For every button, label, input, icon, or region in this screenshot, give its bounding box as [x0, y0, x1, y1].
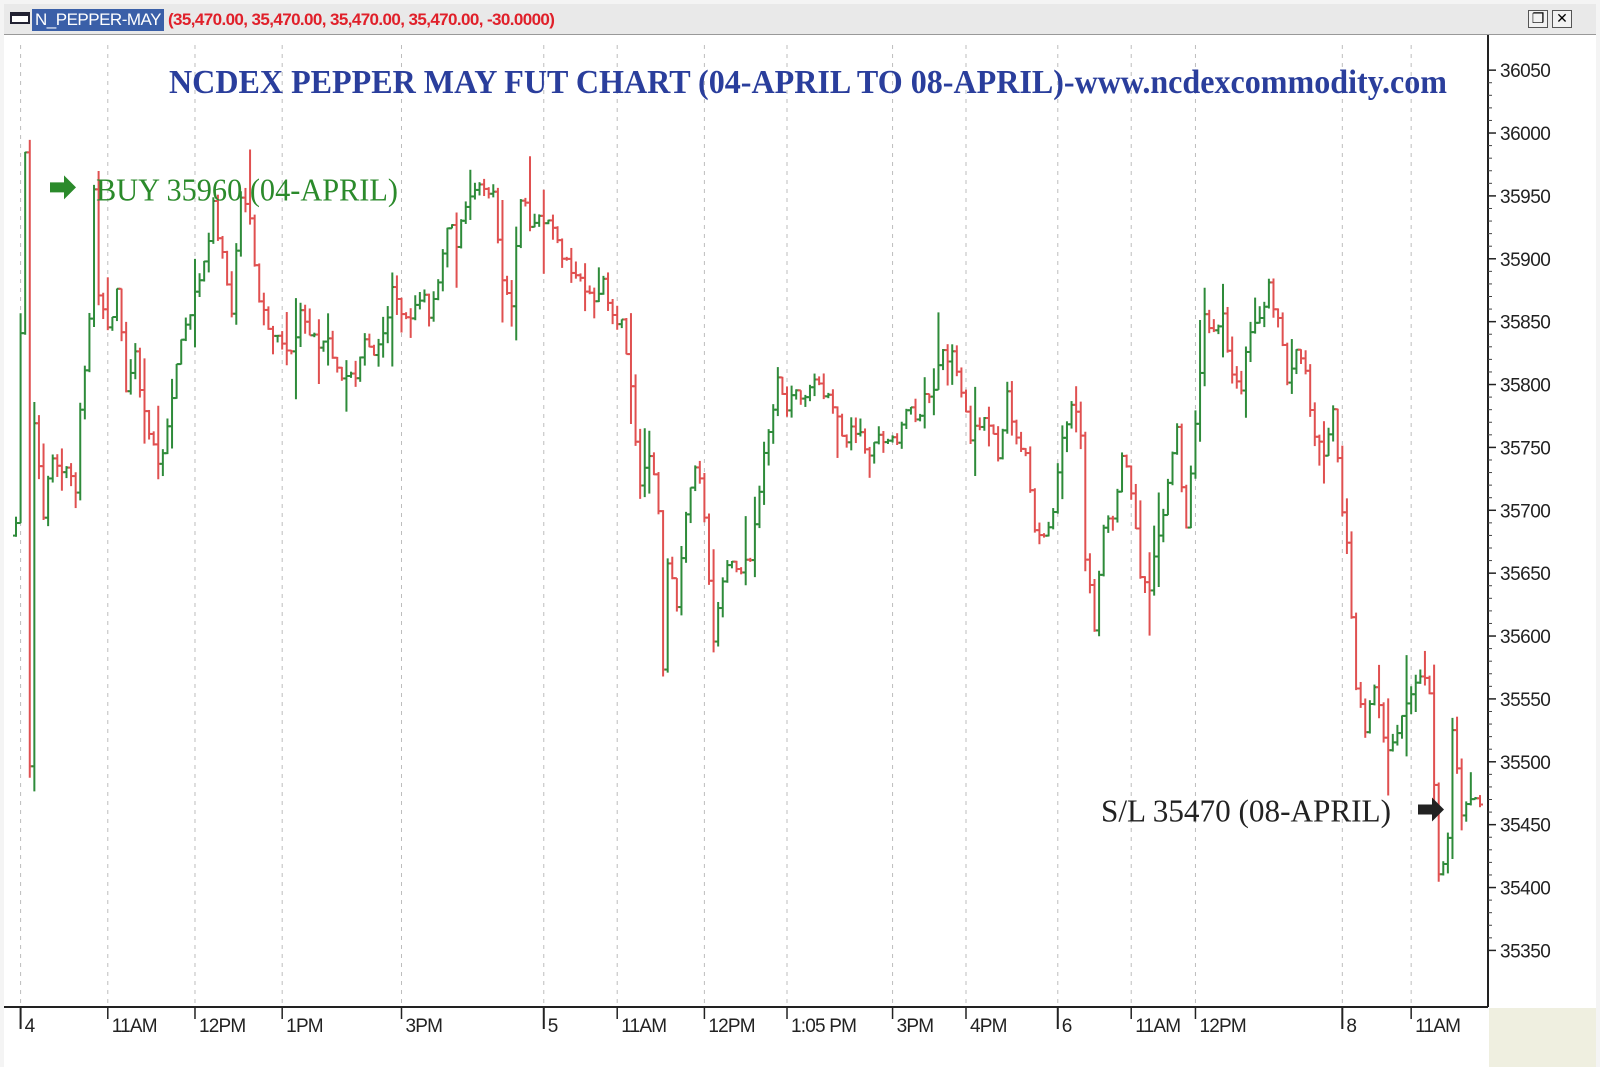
x-tick-label: 3PM	[406, 1016, 443, 1037]
y-tick-label: 35550	[1500, 690, 1550, 711]
y-tick-label: 35650	[1500, 564, 1550, 585]
buy-annotation: BUY 35960 (04-APRIL)	[96, 171, 398, 207]
x-tick-label: 6	[1062, 1016, 1072, 1037]
axis-corner	[1489, 1008, 1596, 1067]
y-tick-label: 36050	[1500, 61, 1550, 82]
stoploss-annotation: S/L 35470 (08-APRIL)	[1101, 793, 1391, 829]
price-chart[interactable]: 36050 36000 35950 35900 35850 35800 35750 35700…	[4, 35, 1596, 1067]
x-tick-label: 11AM	[112, 1016, 157, 1037]
y-tick-label: 35500	[1500, 753, 1550, 774]
x-tick-label: 12PM	[708, 1016, 754, 1037]
x-tick-label: 5	[548, 1016, 558, 1037]
y-tick-label: 35950	[1500, 187, 1550, 208]
x-tick-label: 4PM	[970, 1016, 1007, 1037]
x-tick-label: 4	[25, 1016, 36, 1037]
y-tick-label: 36000	[1500, 124, 1550, 145]
stoploss-arrow-icon	[1418, 797, 1444, 822]
y-tick-label: 35400	[1500, 879, 1550, 900]
x-tick-label: 11AM	[1135, 1016, 1180, 1037]
x-tick-label: 12PM	[199, 1016, 245, 1037]
y-tick-label: 35450	[1500, 816, 1550, 837]
x-tick-label: 12PM	[1199, 1016, 1245, 1037]
y-tick-label: 35850	[1500, 313, 1550, 334]
close-icon[interactable]: ✕	[1552, 10, 1572, 28]
x-tick-label: 11AM	[1415, 1016, 1460, 1037]
x-tick-label: 1:05 PM	[791, 1016, 856, 1037]
quote-values: (35,470.00, 35,470.00, 35,470.00, 35,470…	[168, 10, 555, 29]
y-tick-label: 35350	[1500, 941, 1550, 962]
x-tick-label: 8	[1346, 1016, 1356, 1037]
y-tick-label: 35700	[1500, 501, 1550, 522]
y-tick-label: 35750	[1500, 438, 1550, 459]
buy-arrow-icon	[50, 175, 76, 200]
x-tick-label: 3PM	[897, 1016, 934, 1037]
price-bars	[13, 139, 1483, 882]
window-titlebar[interactable]: N_PEPPER-MAY (35,470.00, 35,470.00, 35,4…	[4, 4, 1596, 35]
window-icon	[10, 12, 30, 24]
chart-title: NCDEX PEPPER MAY FUT CHART (04-APRIL TO …	[169, 64, 1447, 101]
x-tick-label: 1PM	[286, 1016, 323, 1037]
chart-svg: 36050 36000 35950 35900 35850 35800 35750 35700…	[4, 35, 1596, 1067]
y-tick-label: 35600	[1500, 627, 1550, 648]
y-tick-label: 35800	[1500, 376, 1550, 397]
symbol-name: N_PEPPER-MAY	[32, 9, 164, 31]
restore-icon[interactable]: ❐	[1528, 10, 1548, 28]
ohlc-bar	[1477, 795, 1483, 808]
y-tick-label: 35900	[1500, 250, 1550, 271]
x-tick-label: 11AM	[621, 1016, 666, 1037]
plot-background	[4, 35, 1596, 1067]
